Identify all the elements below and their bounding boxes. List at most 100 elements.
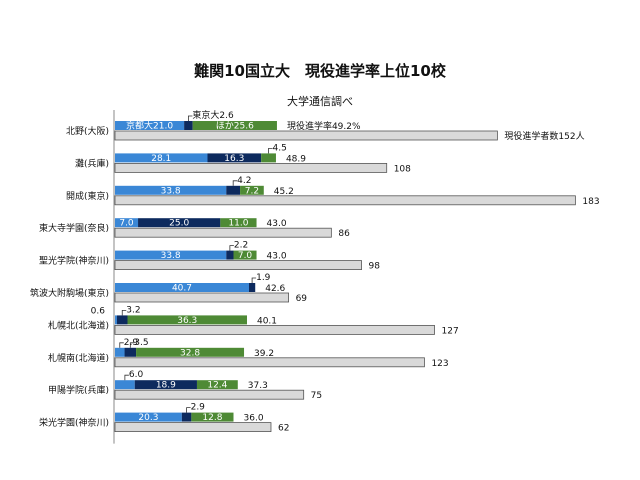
data-label: 4.5 xyxy=(273,143,287,153)
bar-students xyxy=(114,389,305,400)
total-label: 42.6 xyxy=(265,284,285,294)
bar-students xyxy=(114,260,362,271)
leader-line xyxy=(188,115,193,121)
bar-京都大 xyxy=(115,153,208,163)
leader-line xyxy=(121,310,127,316)
data-label: 7.2 xyxy=(245,186,259,196)
data-label: 33.8 xyxy=(161,251,181,261)
data-label: 6.0 xyxy=(129,370,144,380)
total-label: 39.2 xyxy=(254,349,274,359)
data-label: 40.7 xyxy=(172,284,192,294)
bar-京都大 xyxy=(115,347,125,357)
chart-subtitle: 大学通信調べ xyxy=(287,95,353,108)
category-label: 灘(兵庫) xyxy=(75,157,109,169)
bar-ほか xyxy=(127,315,247,325)
bar-東京大 xyxy=(134,380,197,390)
data-label: 33.8 xyxy=(161,186,181,196)
data-label: 20.3 xyxy=(138,413,158,423)
bar-東京大 xyxy=(226,185,241,195)
student-count-label: 86 xyxy=(338,229,350,239)
bar-東京大 xyxy=(116,315,128,325)
bar-students xyxy=(114,324,435,335)
student-count-label: 現役進学者数152人 xyxy=(504,130,584,142)
total-label: 37.3 xyxy=(248,381,268,391)
bar-東京大 xyxy=(138,218,221,228)
category-label: 筑波大附駒場(東京) xyxy=(30,287,109,299)
bar-京都大 xyxy=(115,380,135,390)
total-label: 現役進学率49.2% xyxy=(287,120,361,132)
total-label: 48.9 xyxy=(286,154,306,164)
category-label: 札幌北(北海道) xyxy=(48,319,109,331)
leader-line xyxy=(124,374,129,381)
data-label: 東京大2.6 xyxy=(192,109,234,121)
student-count-label: 183 xyxy=(582,197,599,207)
bar-students xyxy=(114,357,425,368)
bar-students xyxy=(114,162,388,173)
leader-line xyxy=(129,342,135,348)
chart-title: 難関10国立大 現役進学率上位10校 xyxy=(194,62,446,80)
category-label: 栄光学園(神奈川) xyxy=(39,417,109,429)
student-count-label: 75 xyxy=(311,391,322,401)
data-label: 16.3 xyxy=(224,154,244,164)
bar-京都大 xyxy=(115,250,227,260)
data-label: 2.2 xyxy=(234,241,248,251)
data-label: 28.1 xyxy=(151,154,171,164)
student-count-label: 98 xyxy=(369,262,381,272)
data-label: 3.2 xyxy=(126,305,140,315)
bar-東京大 xyxy=(226,250,234,260)
student-count-label: 108 xyxy=(394,164,411,174)
total-label: 43.0 xyxy=(267,252,287,262)
bar-ほか xyxy=(233,250,257,260)
bar-京都大 xyxy=(115,315,117,325)
bar-ほか xyxy=(196,380,238,390)
data-label: ほか25.6 xyxy=(216,121,254,132)
student-count-label: 123 xyxy=(431,359,448,369)
bar-ほか xyxy=(192,121,277,130)
data-label: 0.6 xyxy=(91,306,106,316)
leader-line xyxy=(229,245,234,251)
student-count-label: 69 xyxy=(296,294,308,304)
bar-東京大 xyxy=(124,347,137,357)
data-label: 32.8 xyxy=(180,348,200,358)
category-label: 北野(大阪) xyxy=(66,125,109,137)
leader-line xyxy=(268,148,273,154)
bar-東京大 xyxy=(248,283,256,292)
data-label: 12.4 xyxy=(207,381,227,391)
bar-students xyxy=(114,292,289,303)
total-label: 43.0 xyxy=(267,219,287,229)
data-label: 3.5 xyxy=(134,338,148,348)
leader-line xyxy=(251,277,257,283)
data-label: 18.9 xyxy=(156,381,176,391)
bar-students xyxy=(114,422,272,433)
total-label: 40.1 xyxy=(257,316,277,326)
bar-東京大 xyxy=(207,153,262,163)
data-label: 4.2 xyxy=(237,176,251,186)
bar-students xyxy=(114,195,576,206)
data-label: 11.0 xyxy=(228,219,248,229)
student-count-label: 127 xyxy=(442,326,459,336)
bar-ほか xyxy=(220,218,257,228)
leader-line xyxy=(186,407,191,413)
data-label: 京都大21.0 xyxy=(126,120,173,132)
data-label: 36.3 xyxy=(177,316,197,326)
bar-ほか xyxy=(136,347,245,357)
total-label: 36.0 xyxy=(244,414,264,424)
bar-東京大 xyxy=(184,121,193,130)
bar-京都大 xyxy=(115,412,182,422)
data-label: 12.8 xyxy=(202,413,222,423)
data-label: 7.0 xyxy=(238,251,253,261)
bar-ほか xyxy=(191,412,234,422)
bar-京都大 xyxy=(115,185,227,195)
data-label: 2.9 xyxy=(191,403,206,413)
category-label: 東大寺学園(奈良) xyxy=(39,222,109,234)
category-label: 聖光学院(神奈川) xyxy=(39,255,109,267)
category-label: 札幌南(北海道) xyxy=(48,352,109,364)
bar-東京大 xyxy=(181,412,192,422)
bar-students xyxy=(114,130,498,141)
data-label: 25.0 xyxy=(169,219,189,229)
category-label: 甲陽学院(兵庫) xyxy=(48,384,109,396)
leader-line xyxy=(119,342,124,348)
bar-京都大 xyxy=(115,121,185,130)
